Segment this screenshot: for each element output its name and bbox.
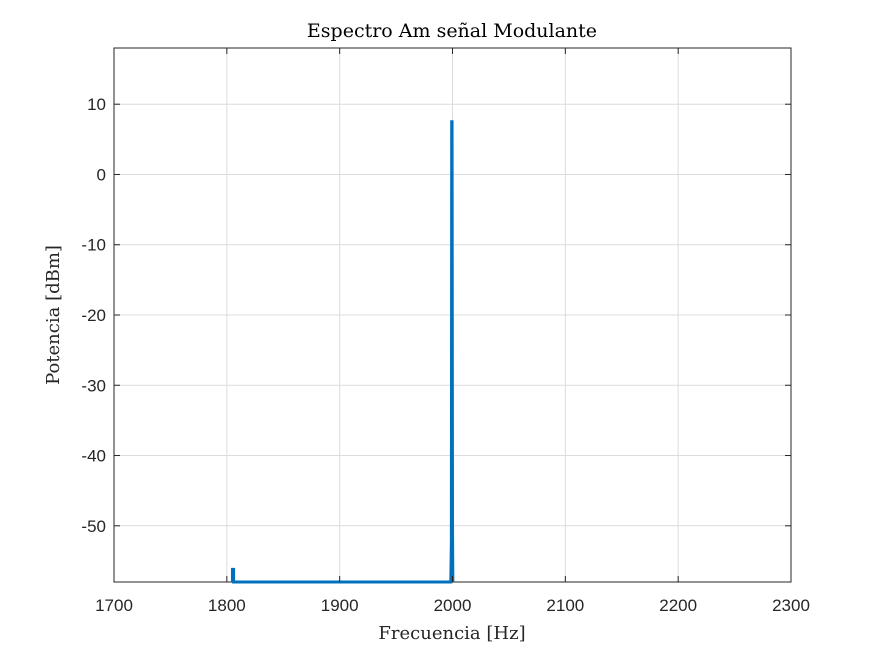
x-axis-ticks: 1700 1800 1900 2000 2100 2200 2300 [95,48,810,615]
x-tick-label: 1700 [95,596,133,615]
y-tick-label: -10 [81,236,106,255]
chart-title: Espectro Am señal Modulante [307,20,597,42]
x-tick-label: 1900 [321,596,359,615]
y-tick-label: -20 [81,306,106,325]
x-tick-label: 2100 [546,596,584,615]
y-tick-label: -40 [81,447,106,466]
y-axis-label: Potencia [dBm] [43,245,64,385]
series-layer [230,120,455,584]
x-tick-label: 2200 [659,596,697,615]
y-tick-label: -50 [81,517,106,536]
x-tick-label: 1800 [208,596,246,615]
x-tick-label: 2300 [772,596,810,615]
y-axis-ticks: 10 0 -10 -20 -30 -40 -50 [81,95,791,536]
spectrum-line [230,120,455,584]
y-tick-label: 0 [97,165,106,184]
x-tick-label: 2000 [434,596,472,615]
y-tick-label: 10 [87,95,106,114]
x-axis-label: Frecuencia [Hz] [378,623,525,644]
y-tick-label: -30 [81,376,106,395]
